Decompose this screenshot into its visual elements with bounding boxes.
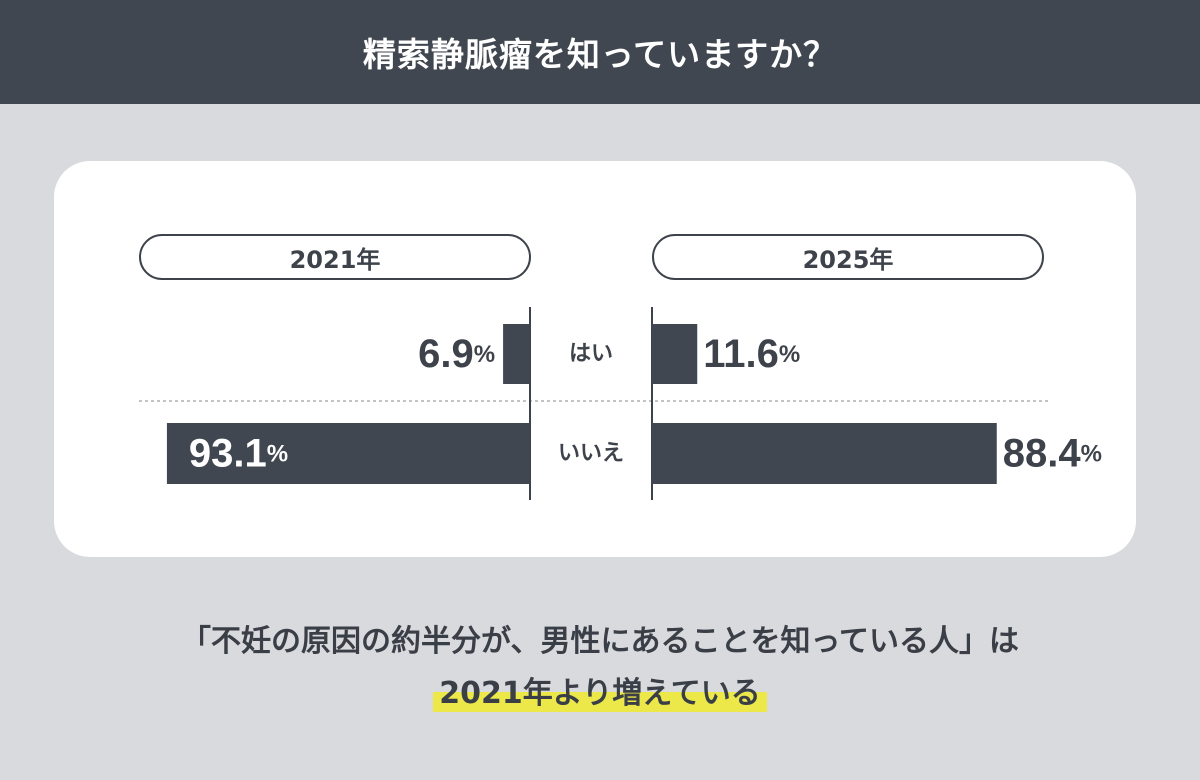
category-label-0: はい xyxy=(569,342,613,367)
header-banner: 精索静脈瘤を知っていますか？ xyxy=(0,0,1200,104)
bar-2025-0 xyxy=(652,324,698,384)
footer-caption-line1: 「不妊の原因の約半分が、男性にあることを知っている人」は xyxy=(181,624,1019,659)
year-label-2021: 2021年 xyxy=(139,234,531,280)
value-label-2021-1: 93.1% xyxy=(189,432,288,476)
footer-caption-line2: 2021年より増えている xyxy=(433,668,767,712)
chart-card xyxy=(54,161,1136,557)
bar-2025-1 xyxy=(652,423,997,484)
footer-caption-line2-wrap: 2021年より増えている xyxy=(0,668,1200,712)
category-label-1: いいえ xyxy=(558,441,624,466)
bar-2021-1 xyxy=(166,423,530,484)
value-label-2021-0: 6.9% xyxy=(418,332,495,376)
year-label-2025: 2025年 xyxy=(652,234,1044,280)
value-label-2025-1: 88.4% xyxy=(1003,432,1102,476)
bar-2021-0 xyxy=(503,324,530,384)
page-title: 精索静脈瘤を知っていますか？ xyxy=(362,35,838,74)
value-label-2025-0: 11.6% xyxy=(703,332,800,376)
